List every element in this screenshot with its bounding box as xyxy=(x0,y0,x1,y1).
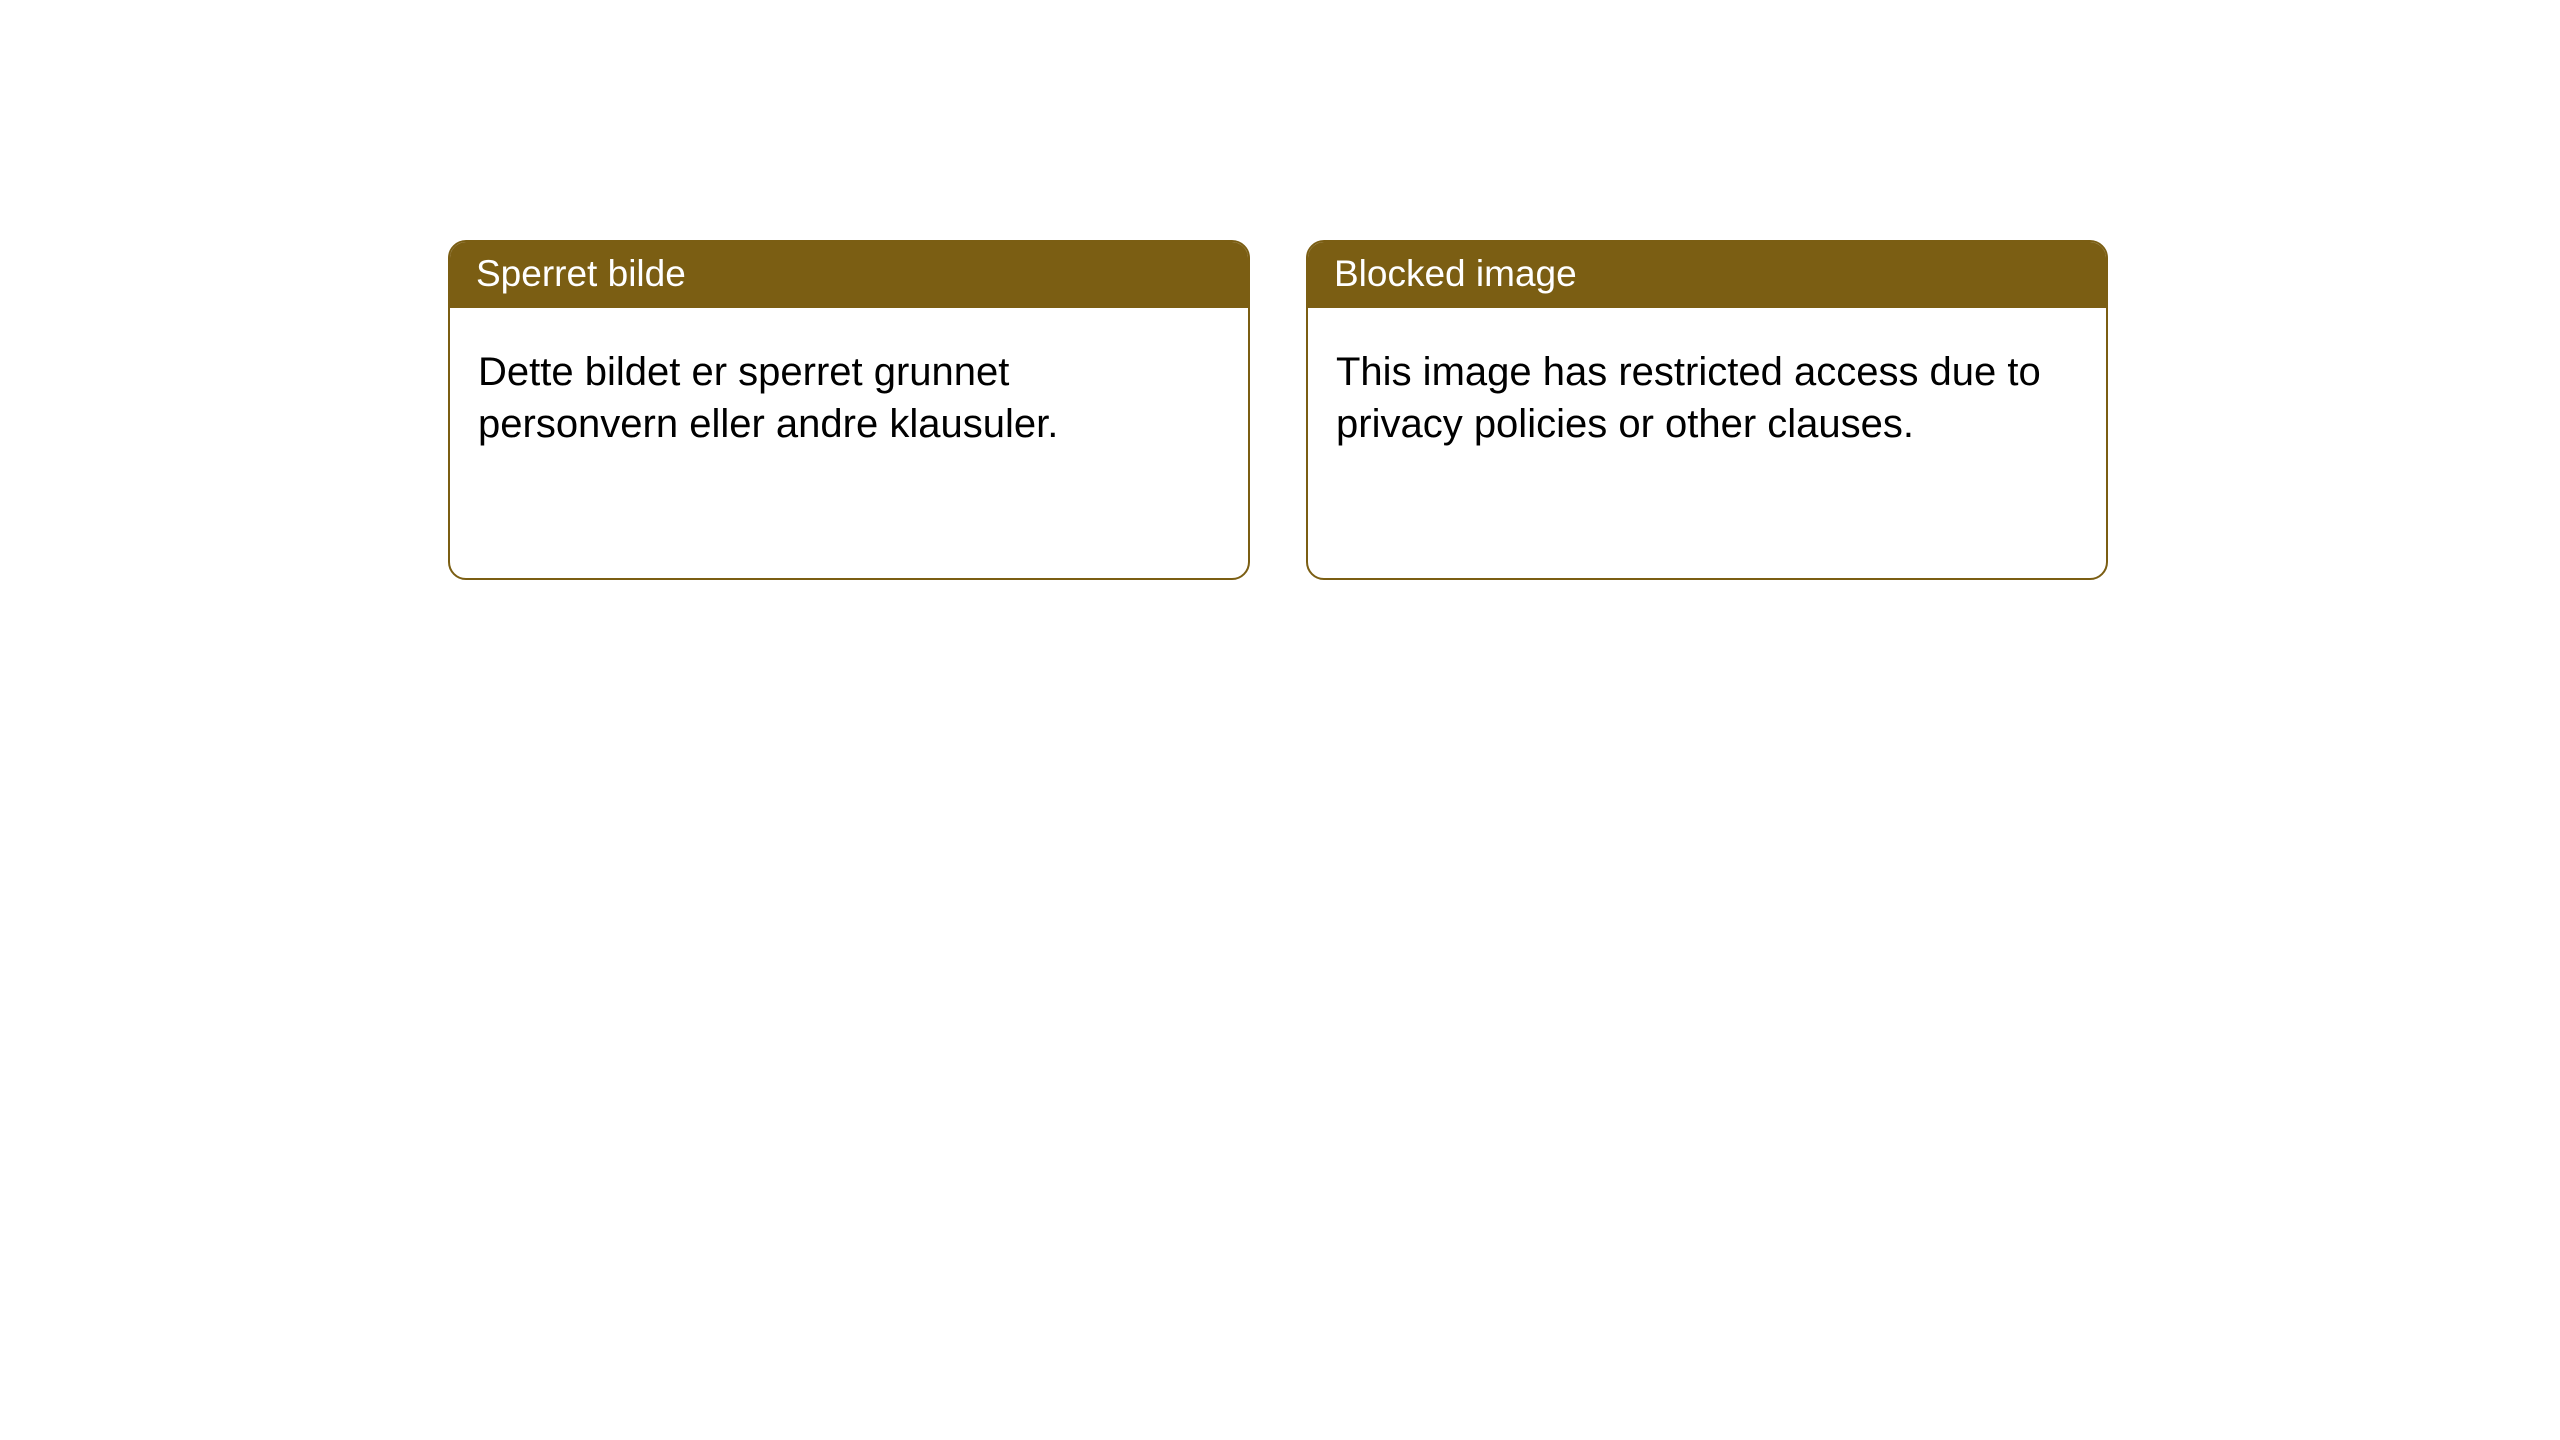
notice-body: This image has restricted access due to … xyxy=(1308,308,2106,578)
notice-title: Blocked image xyxy=(1308,242,2106,308)
notice-container: Sperret bilde Dette bildet er sperret gr… xyxy=(0,0,2560,580)
notice-card-norwegian: Sperret bilde Dette bildet er sperret gr… xyxy=(448,240,1250,580)
notice-body: Dette bildet er sperret grunnet personve… xyxy=(450,308,1248,578)
notice-title: Sperret bilde xyxy=(450,242,1248,308)
notice-card-english: Blocked image This image has restricted … xyxy=(1306,240,2108,580)
